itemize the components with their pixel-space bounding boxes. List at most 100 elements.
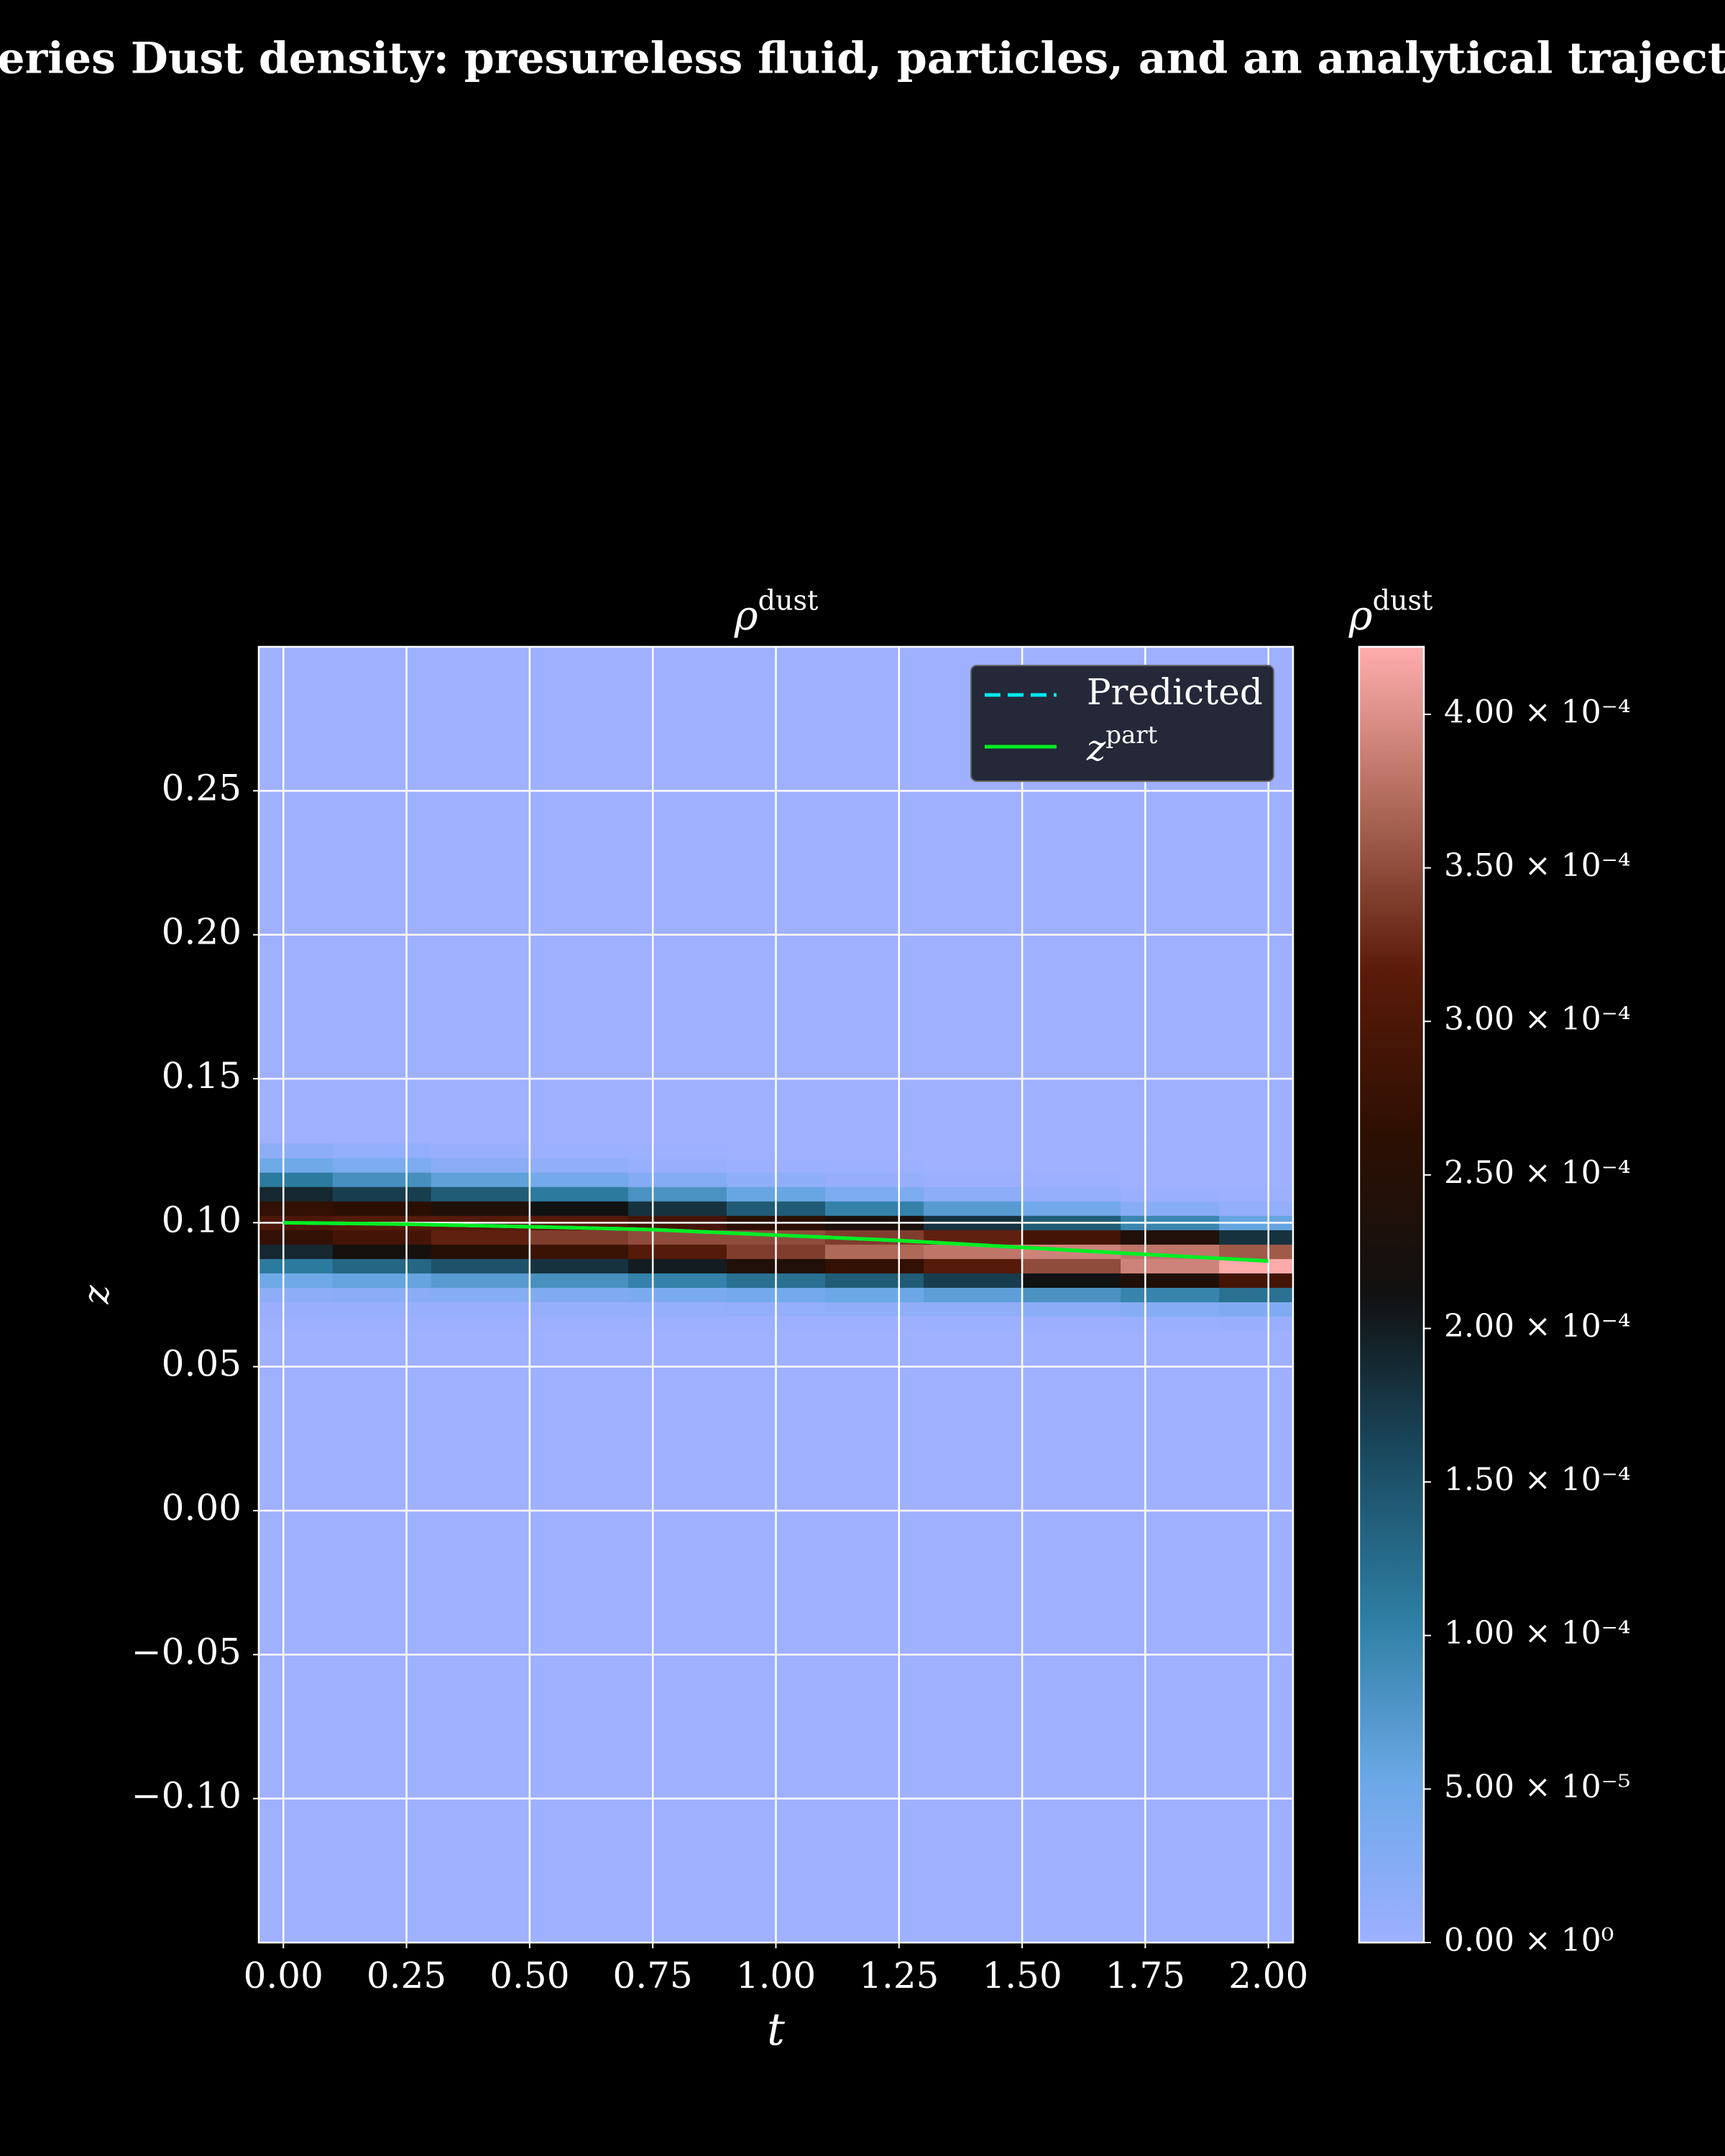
heatmap-cell [825, 1172, 924, 1187]
heatmap-cell [1022, 1258, 1121, 1273]
legend-label-sup: part [1105, 721, 1157, 750]
heatmap-cell [259, 1258, 334, 1273]
lines [283, 1220, 1269, 1263]
heatmap-cell [259, 1158, 334, 1173]
heatmap-cell [825, 1201, 924, 1216]
heatmap-cell [332, 1187, 432, 1202]
heatmap-cell [924, 1316, 1023, 1332]
heatmap-cell [1022, 1273, 1121, 1288]
heatmap-cell [529, 1143, 629, 1158]
x-tick-label: 1.50 [982, 1955, 1062, 1996]
heatmap-cell [1121, 1230, 1220, 1245]
heatmap-cell [1022, 1201, 1121, 1216]
heatmap-cell [1022, 1230, 1121, 1245]
heatmap-cell [431, 1302, 530, 1317]
heatmap-cell [1121, 1302, 1220, 1317]
heatmap-cell [627, 1273, 727, 1288]
heatmap-cell [1219, 1258, 1293, 1273]
heatmap-cell [332, 1258, 432, 1273]
heatmap-cell [332, 1316, 432, 1332]
heatmap-cell [1121, 1172, 1220, 1187]
heatmap-cell [1022, 1187, 1121, 1202]
heatmap-cell [529, 1316, 629, 1332]
heatmap-cell [924, 1143, 1023, 1158]
heatmap-cell [1219, 1316, 1293, 1332]
colorbar-tick-label: 2.50 × 10⁻⁴ [1444, 1154, 1631, 1191]
heatmap-cell [1121, 1143, 1220, 1158]
heatmap-cell [924, 1258, 1023, 1273]
heatmap-cell [332, 1273, 432, 1288]
legend: Predicted zpart [970, 665, 1274, 782]
heatmap-cell [825, 1287, 924, 1303]
heatmap-cell [825, 1316, 924, 1332]
x-tick-label: 0.25 [367, 1955, 446, 1996]
heatmap-cell [431, 1287, 530, 1303]
heatmap-cell [529, 1187, 629, 1202]
x-axis-label: t [767, 2003, 785, 2055]
heatmap-cell [627, 1287, 727, 1303]
heatmap-cell [1219, 1158, 1293, 1173]
x-tick-label: 0.50 [489, 1955, 569, 1996]
heatmap-cell [1022, 1316, 1121, 1332]
heatmap-cell [1219, 1230, 1293, 1245]
heatmap-cell [431, 1158, 530, 1173]
heatmap-cell [1121, 1258, 1220, 1273]
heatmap-cell [627, 1143, 727, 1158]
heatmap-cell [431, 1230, 530, 1245]
heatmap-cell [529, 1172, 629, 1187]
heatmap-cell [1219, 1302, 1293, 1317]
heatmap-cell [529, 1302, 629, 1317]
heatmap-cell [924, 1273, 1023, 1288]
heatmap-cell [431, 1143, 530, 1158]
heatmap-cell [431, 1172, 530, 1187]
colorbar-tick-label: 3.00 × 10⁻⁴ [1444, 1001, 1631, 1038]
heatmap-cell [259, 1201, 334, 1216]
heatmap-cell [1219, 1244, 1293, 1259]
y-tick-label: 0.25 [162, 767, 242, 808]
legend-label-base: z [1086, 727, 1106, 769]
x-tick-label: 1.00 [736, 1955, 816, 1996]
heatmap-cell [332, 1143, 432, 1158]
heatmap-cell [1121, 1201, 1220, 1216]
y-axis-label: z [75, 1285, 117, 1305]
heatmap-cell [924, 1187, 1023, 1202]
heatmap-cell [1219, 1143, 1293, 1158]
heatmap-cell [529, 1258, 629, 1273]
colorbar-tick-label: 2.00 × 10⁻⁴ [1444, 1308, 1631, 1345]
series-line [283, 1220, 1269, 1263]
heatmap-cell [825, 1258, 924, 1273]
heatmap-cell [332, 1201, 432, 1216]
chart-title: eries Dust density: presureless fluid, p… [0, 34, 1725, 84]
x-tick-label: 2.00 [1228, 1955, 1308, 1996]
heatmap-cell [627, 1201, 727, 1216]
y-tick-label: 0.10 [162, 1199, 242, 1240]
heatmap-cell [259, 1316, 334, 1332]
colorbar-title-sup: dust [1373, 584, 1433, 616]
heatmap-cell [825, 1244, 924, 1259]
heatmap-cell [529, 1201, 629, 1216]
heatmap-cell [1219, 1187, 1293, 1202]
heatmap-cell [332, 1244, 432, 1259]
y-tick-label: 0.05 [162, 1343, 242, 1385]
heatmap-cell [627, 1244, 727, 1259]
y-tick-label: 0.15 [162, 1055, 242, 1097]
legend-label: zpart [1086, 721, 1158, 769]
heatmap-cell [924, 1230, 1023, 1245]
heatmap-cell [332, 1230, 432, 1245]
plot-frame [257, 645, 1294, 1944]
heatmap-cell [1121, 1287, 1220, 1303]
heatmap-cell [1022, 1287, 1121, 1303]
colorbar-tick-label: 5.00 × 10⁻⁵ [1444, 1769, 1631, 1805]
colorbar-tick-label: 1.00 × 10⁻⁴ [1444, 1615, 1631, 1651]
heatmap-cell [924, 1287, 1023, 1303]
heatmap-cell [825, 1143, 924, 1158]
colorbar-tick-label: 1.50 × 10⁻⁴ [1444, 1462, 1631, 1498]
heatmap-cell [259, 1302, 334, 1317]
heatmap-cell [627, 1187, 727, 1202]
heatmap-cell [259, 1287, 334, 1303]
heatmap-cell [1121, 1187, 1220, 1202]
legend-box [970, 665, 1274, 782]
heatmap-cell [332, 1302, 432, 1317]
heatmap-cell [1022, 1158, 1121, 1173]
